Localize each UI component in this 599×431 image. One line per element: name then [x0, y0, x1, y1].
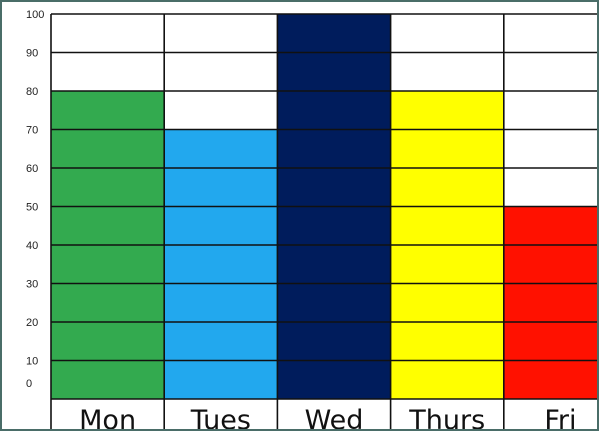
y-tick-label-50: 50 — [26, 202, 38, 214]
grid-layer — [50, 13, 597, 429]
y-tick-label-90: 90 — [26, 48, 38, 60]
y-tick-label-60: 60 — [26, 163, 38, 175]
x-tick-label-mon: Mon — [79, 405, 136, 431]
x-tick-label-wed: Wed — [305, 405, 364, 431]
bar-tues — [164, 129, 278, 399]
x-tick-label-thurs: Thurs — [408, 405, 485, 431]
bars-layer — [51, 14, 597, 399]
y-tick-label-30: 30 — [26, 279, 38, 291]
y-tick-label-20: 20 — [26, 317, 38, 329]
bar-fri — [503, 206, 597, 399]
y-tick-label-40: 40 — [26, 240, 38, 252]
y-axis-ticks: 0 10 20 30 40 50 60 70 80 90 100 — [26, 9, 44, 390]
y-tick-label-10: 10 — [26, 356, 38, 368]
y-tick-label-0: 0 — [26, 378, 32, 390]
y-tick-label-100: 100 — [26, 9, 44, 21]
y-tick-label-70: 70 — [26, 125, 38, 137]
x-axis-labels: Mon Tues Wed Thurs Fri — [79, 405, 576, 431]
y-tick-label-80: 80 — [26, 86, 38, 98]
x-tick-label-tues: Tues — [190, 405, 251, 431]
x-tick-label-fri: Fri — [544, 405, 576, 431]
